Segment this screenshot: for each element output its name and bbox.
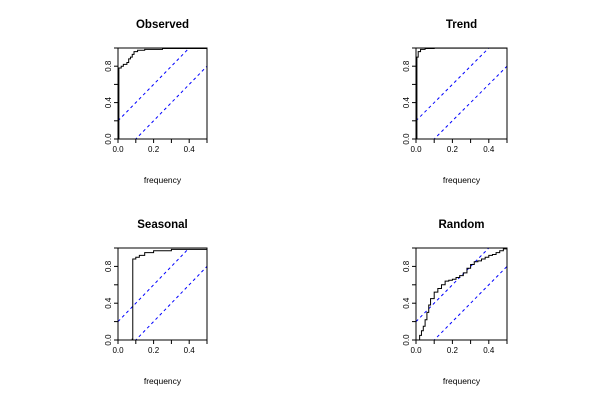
x-axis-label: frequency (144, 376, 182, 386)
x-axis-label: frequency (443, 376, 481, 386)
x-tick-label: 0.4 (184, 346, 196, 355)
y-tick-label: 0.8 (104, 260, 113, 272)
y-tick-label: 0.0 (402, 133, 411, 145)
upper-bound-line (118, 248, 190, 322)
y-tick-label: 0.8 (104, 60, 113, 72)
x-axis-label: frequency (443, 175, 481, 185)
plot-frame (117, 47, 208, 140)
x-tick-label: 0.2 (148, 346, 160, 355)
x-tick-label: 0.4 (483, 346, 495, 355)
plot-frame (117, 247, 208, 341)
upper-bound-line (416, 48, 490, 122)
confidence-bounds (416, 248, 507, 340)
y-tick-label: 0.8 (402, 260, 411, 272)
panel-title: Trend (446, 19, 477, 31)
y-tick-label: 0.4 (104, 96, 113, 108)
panel-title: Seasonal (137, 219, 188, 231)
x-tick-label: 0.4 (483, 145, 495, 154)
x-tick-label: 0.0 (112, 346, 124, 355)
cumulative-periodogram-line (118, 248, 207, 340)
x-tick-label: 0.0 (112, 145, 124, 154)
x-axis-label: frequency (144, 175, 182, 185)
panel-random: Random 0.0 0.2 0.4 0.0 0.4 0.8 frequency (402, 219, 508, 386)
y-tick-label: 0.0 (104, 334, 113, 346)
x-tick-label: 0.2 (447, 145, 459, 154)
lower-bound-line (135, 266, 207, 340)
x-tick-label: 0.2 (447, 346, 459, 355)
cumulative-periodogram-line (416, 48, 507, 139)
lower-bound-line (135, 65, 207, 139)
panel-title: Observed (136, 19, 189, 31)
y-tick-label: 0.4 (104, 297, 113, 309)
x-tick-label: 0.2 (148, 145, 160, 154)
panel-observed: Observed 0.0 0.2 0.4 0.0 0.4 0.8 frequency (104, 19, 208, 185)
cumulative-periodogram-line (416, 248, 507, 340)
panel-trend: Trend 0.0 0.2 0.4 0.0 0.4 0.8 frequency (402, 19, 508, 185)
lower-bound-line (433, 266, 507, 340)
panel-seasonal: Seasonal 0.0 0.2 0.4 0.0 0.4 0.8 frequency (104, 219, 208, 386)
x-tick-label: 0.0 (410, 346, 422, 355)
x-tick-label: 0.4 (184, 145, 196, 154)
y-tick-label: 0.8 (402, 60, 411, 72)
cumulative-periodogram-line (118, 48, 207, 139)
y-tick-label: 0.0 (104, 133, 113, 145)
plot-frame (415, 247, 508, 341)
panel-title: Random (439, 219, 485, 231)
lower-bound-line (433, 65, 507, 139)
y-tick-label: 0.4 (402, 96, 411, 108)
x-tick-label: 0.0 (410, 145, 422, 154)
upper-bound-line (118, 48, 190, 122)
plot-frame (415, 47, 508, 140)
y-tick-label: 0.0 (402, 334, 411, 346)
y-tick-label: 0.4 (402, 297, 411, 309)
